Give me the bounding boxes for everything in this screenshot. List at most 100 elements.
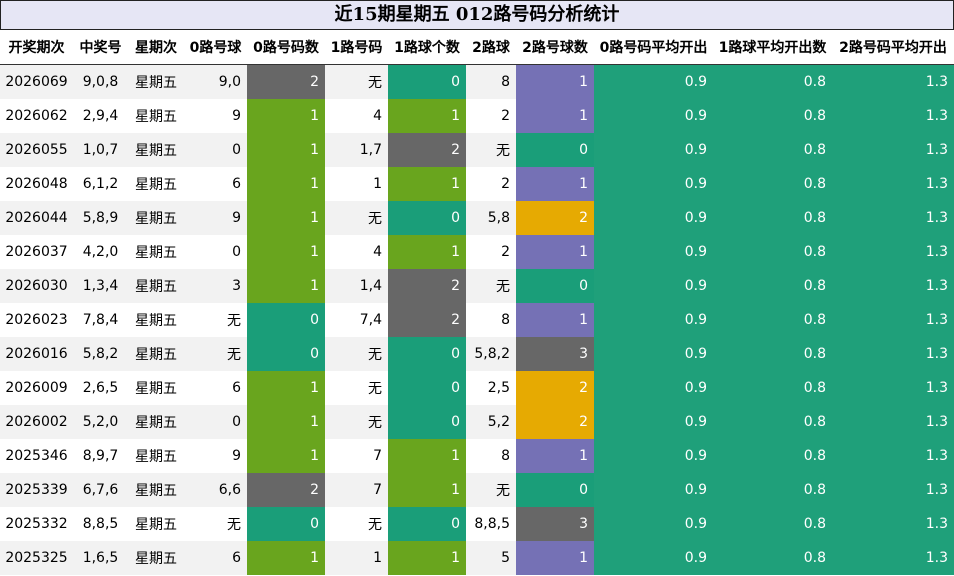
col-header-route2-count: 2路号球数 — [516, 30, 594, 65]
route2-balls-cell: 无 — [466, 269, 516, 303]
route2-balls-cell: 2 — [466, 167, 516, 201]
table-row: 2025346 8,9,7 星期五 9 1 7 1 8 1 0.9 0.8 1.3 — [0, 439, 954, 473]
route2-avg-cell: 1.3 — [832, 303, 954, 337]
winning-numbers-cell: 5,8,9 — [73, 201, 128, 235]
route1-avg-cell: 0.8 — [713, 507, 832, 541]
route1-avg-cell: 0.8 — [713, 167, 832, 201]
table-title: 近15期星期五 012路号码分析统计 — [0, 0, 954, 30]
route0-avg-cell: 0.9 — [594, 133, 713, 167]
route2-avg-cell: 1.3 — [832, 337, 954, 371]
weekday-cell: 星期五 — [128, 167, 184, 201]
winning-numbers-cell: 2,6,5 — [73, 371, 128, 405]
route0-avg-cell: 0.9 — [594, 64, 713, 99]
route2-count-cell: 2 — [516, 371, 594, 405]
route1-avg-cell: 0.8 — [713, 235, 832, 269]
route2-count-cell: 3 — [516, 507, 594, 541]
table-row: 2026002 5,2,0 星期五 0 1 无 0 5,2 2 0.9 0.8 1.3 — [0, 405, 954, 439]
table-row: 2026055 1,0,7 星期五 0 1 1,7 2 无 0 0.9 0.8 1.3 — [0, 133, 954, 167]
col-header-issue: 开奖期次 — [0, 30, 73, 65]
route2-count-cell: 2 — [516, 201, 594, 235]
route0-avg-cell: 0.9 — [594, 371, 713, 405]
route0-count-cell: 2 — [247, 473, 325, 507]
weekday-cell: 星期五 — [128, 439, 184, 473]
table-body: 2026069 9,0,8 星期五 9,0 2 无 0 8 1 0.9 0.8 1.3 2026062 2… — [0, 64, 954, 575]
weekday-cell: 星期五 — [128, 371, 184, 405]
route2-avg-cell: 1.3 — [832, 439, 954, 473]
route1-count-cell: 1 — [388, 235, 466, 269]
col-header-winning-numbers: 中奖号 — [73, 30, 128, 65]
winning-numbers-cell: 5,2,0 — [73, 405, 128, 439]
table-row: 2026044 5,8,9 星期五 9 1 无 0 5,8 2 0.9 0.8 1.3 — [0, 201, 954, 235]
route2-balls-cell: 5,2 — [466, 405, 516, 439]
winning-numbers-cell: 5,8,2 — [73, 337, 128, 371]
table-row: 2026016 5,8,2 星期五无 0 无 0 5,8,2 3 0.9 0.8 1.3 — [0, 337, 954, 371]
route1-count-cell: 0 — [388, 405, 466, 439]
route1-balls-cell: 1,7 — [325, 133, 388, 167]
weekday-cell: 星期五 — [128, 269, 184, 303]
route2-balls-cell: 8,8,5 — [466, 507, 516, 541]
table-row: 2026009 2,6,5 星期五 6 1 无 0 2,5 2 0.9 0.8 1.3 — [0, 371, 954, 405]
route2-count-cell: 0 — [516, 473, 594, 507]
route2-avg-cell: 1.3 — [832, 133, 954, 167]
col-header-route1-count: 1路球个数 — [388, 30, 466, 65]
route2-avg-cell: 1.3 — [832, 99, 954, 133]
route0-avg-cell: 0.9 — [594, 439, 713, 473]
route1-count-cell: 1 — [388, 439, 466, 473]
route1-avg-cell: 0.8 — [713, 303, 832, 337]
route0-count-cell: 1 — [247, 439, 325, 473]
winning-numbers-cell: 8,8,5 — [73, 507, 128, 541]
weekday-cell: 星期五 — [128, 64, 184, 99]
table-row: 2026037 4,2,0 星期五 0 1 4 1 2 1 0.9 0.8 1.3 — [0, 235, 954, 269]
col-header-route2-balls: 2路球 — [466, 30, 516, 65]
route0-count-cell: 0 — [247, 303, 325, 337]
route1-balls-cell: 无 — [325, 405, 388, 439]
route2-avg-cell: 1.3 — [832, 269, 954, 303]
route2-count-cell: 1 — [516, 99, 594, 133]
issue-cell: 2026062 — [0, 99, 73, 133]
route2-balls-cell: 5,8 — [466, 201, 516, 235]
route0-balls-cell: 无 — [184, 507, 247, 541]
route0-balls-cell: 3 — [184, 269, 247, 303]
route0-count-cell: 1 — [247, 133, 325, 167]
col-header-weekday: 星期次 — [128, 30, 184, 65]
route1-balls-cell: 无 — [325, 201, 388, 235]
winning-numbers-cell: 1,0,7 — [73, 133, 128, 167]
route1-count-cell: 2 — [388, 133, 466, 167]
issue-cell: 2026048 — [0, 167, 73, 201]
route0-avg-cell: 0.9 — [594, 303, 713, 337]
route2-count-cell: 3 — [516, 337, 594, 371]
route2-balls-cell: 8 — [466, 303, 516, 337]
route2-count-cell: 1 — [516, 167, 594, 201]
route0-avg-cell: 0.9 — [594, 507, 713, 541]
route2-avg-cell: 1.3 — [832, 405, 954, 439]
route0-balls-cell: 6 — [184, 167, 247, 201]
route0-balls-cell: 9 — [184, 201, 247, 235]
winning-numbers-cell: 8,9,7 — [73, 439, 128, 473]
route1-avg-cell: 0.8 — [713, 541, 832, 575]
table-row: 2026023 7,8,4 星期五无 0 7,4 2 8 1 0.9 0.8 1.3 — [0, 303, 954, 337]
weekday-cell: 星期五 — [128, 541, 184, 575]
route2-avg-cell: 1.3 — [832, 371, 954, 405]
route2-avg-cell: 1.3 — [832, 201, 954, 235]
issue-cell: 2026002 — [0, 405, 73, 439]
route0-avg-cell: 0.9 — [594, 269, 713, 303]
route1-avg-cell: 0.8 — [713, 99, 832, 133]
winning-numbers-cell: 9,0,8 — [73, 64, 128, 99]
route0-count-cell: 1 — [247, 541, 325, 575]
col-header-route1-avg: 1路球平均开出数 — [713, 30, 832, 65]
route0-count-cell: 0 — [247, 337, 325, 371]
issue-cell: 2026023 — [0, 303, 73, 337]
col-header-route2-avg: 2路号码平均开出 — [832, 30, 954, 65]
route2-avg-cell: 1.3 — [832, 507, 954, 541]
route1-avg-cell: 0.8 — [713, 439, 832, 473]
route1-balls-cell: 1 — [325, 541, 388, 575]
weekday-cell: 星期五 — [128, 133, 184, 167]
stats-table: 开奖期次 中奖号 星期次 0路号球 0路号码数 1路号码 1路球个数 2路球 2… — [0, 30, 954, 575]
route1-count-cell: 2 — [388, 269, 466, 303]
issue-cell: 2026009 — [0, 371, 73, 405]
route1-count-cell: 0 — [388, 201, 466, 235]
route1-avg-cell: 0.8 — [713, 133, 832, 167]
issue-cell: 2026069 — [0, 64, 73, 99]
route2-balls-cell: 2 — [466, 99, 516, 133]
table-row: 2026062 2,9,4 星期五 9 1 4 1 2 1 0.9 0.8 1.3 — [0, 99, 954, 133]
